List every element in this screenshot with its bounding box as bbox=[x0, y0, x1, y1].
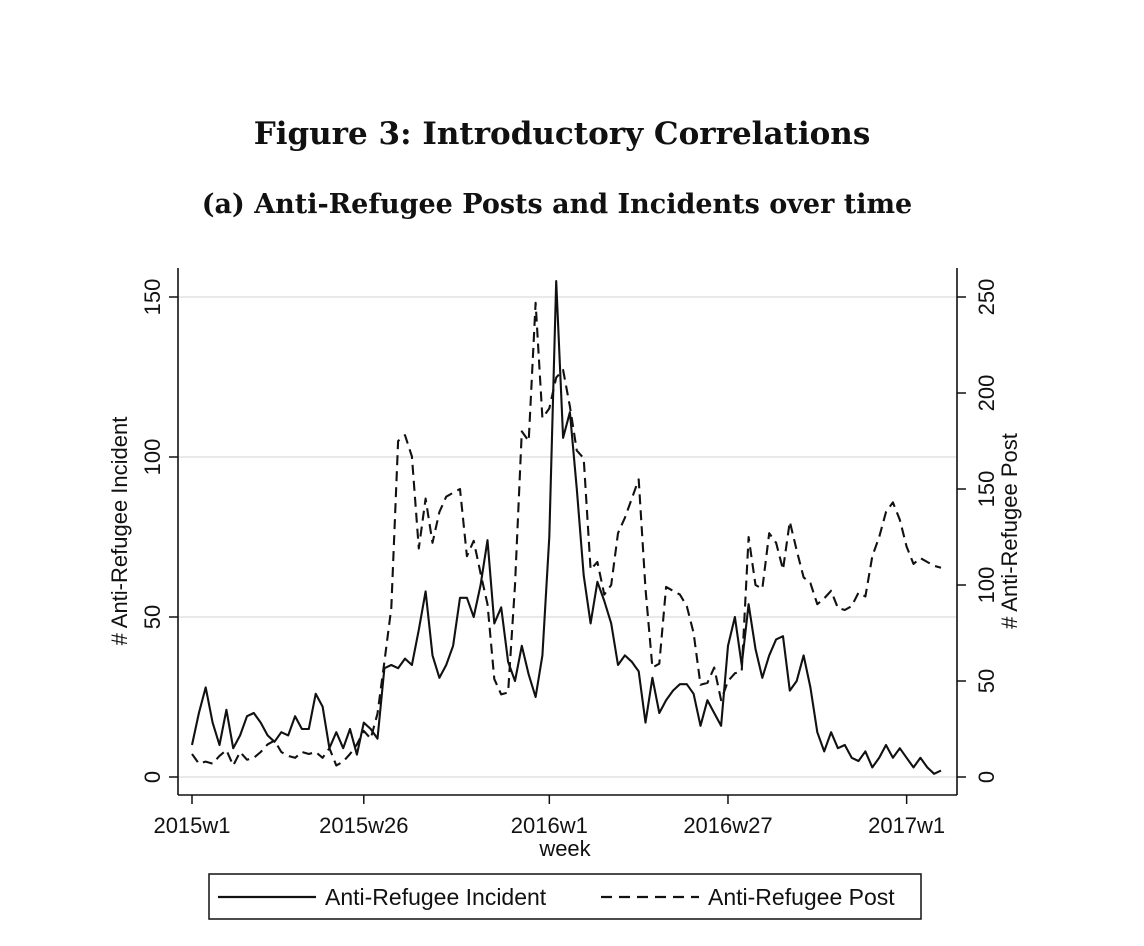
left-tick-label-1: 50 bbox=[140, 605, 165, 629]
right-tick-label-2: 100 bbox=[974, 567, 999, 604]
right-tick-label-3: 150 bbox=[974, 471, 999, 508]
series-line-anti-refugee-incident bbox=[190, 279, 942, 775]
legend-box bbox=[208, 873, 922, 920]
figure-title: Figure 3: Introductory Correlations bbox=[253, 116, 871, 152]
chart-subtitle: (a) Anti-Refugee Posts and Incidents ove… bbox=[201, 189, 913, 220]
gridlines bbox=[178, 296, 957, 778]
x-tick-label-4: 2017w1 bbox=[868, 813, 945, 838]
left-axis-label: # Anti-Refugee Incident bbox=[107, 417, 132, 646]
x-tick-label-0: 2015w1 bbox=[153, 813, 230, 838]
right-axis-label: # Anti-Refugee Post bbox=[997, 433, 1022, 629]
x-tick-label-1: 2015w26 bbox=[319, 813, 408, 838]
right-tick-label-5: 250 bbox=[974, 279, 999, 316]
ticks: 0 50 100 150 0 50 100 150 200 250 2015w1 2015w26 201… bbox=[140, 279, 999, 838]
series-line-anti-refugee-post bbox=[191, 301, 942, 767]
x-tick-label-2: 2016w1 bbox=[511, 813, 588, 838]
series bbox=[190, 279, 942, 775]
legend: Anti-Refugee Incident Anti-Refugee Post bbox=[208, 873, 922, 920]
left-tick-label-2: 100 bbox=[140, 439, 165, 476]
axes bbox=[177, 268, 958, 796]
right-tick-label-4: 200 bbox=[974, 375, 999, 412]
left-tick-label-0: 0 bbox=[140, 771, 165, 783]
left-tick-label-3: 150 bbox=[140, 279, 165, 316]
right-tick-label-0: 0 bbox=[974, 771, 999, 783]
x-tick-label-3: 2016w27 bbox=[683, 813, 772, 838]
x-axis-label: week bbox=[538, 836, 591, 861]
right-tick-label-1: 50 bbox=[974, 669, 999, 693]
legend-label-post: Anti-Refugee Post bbox=[708, 884, 895, 910]
legend-label-incident: Anti-Refugee Incident bbox=[325, 884, 547, 910]
